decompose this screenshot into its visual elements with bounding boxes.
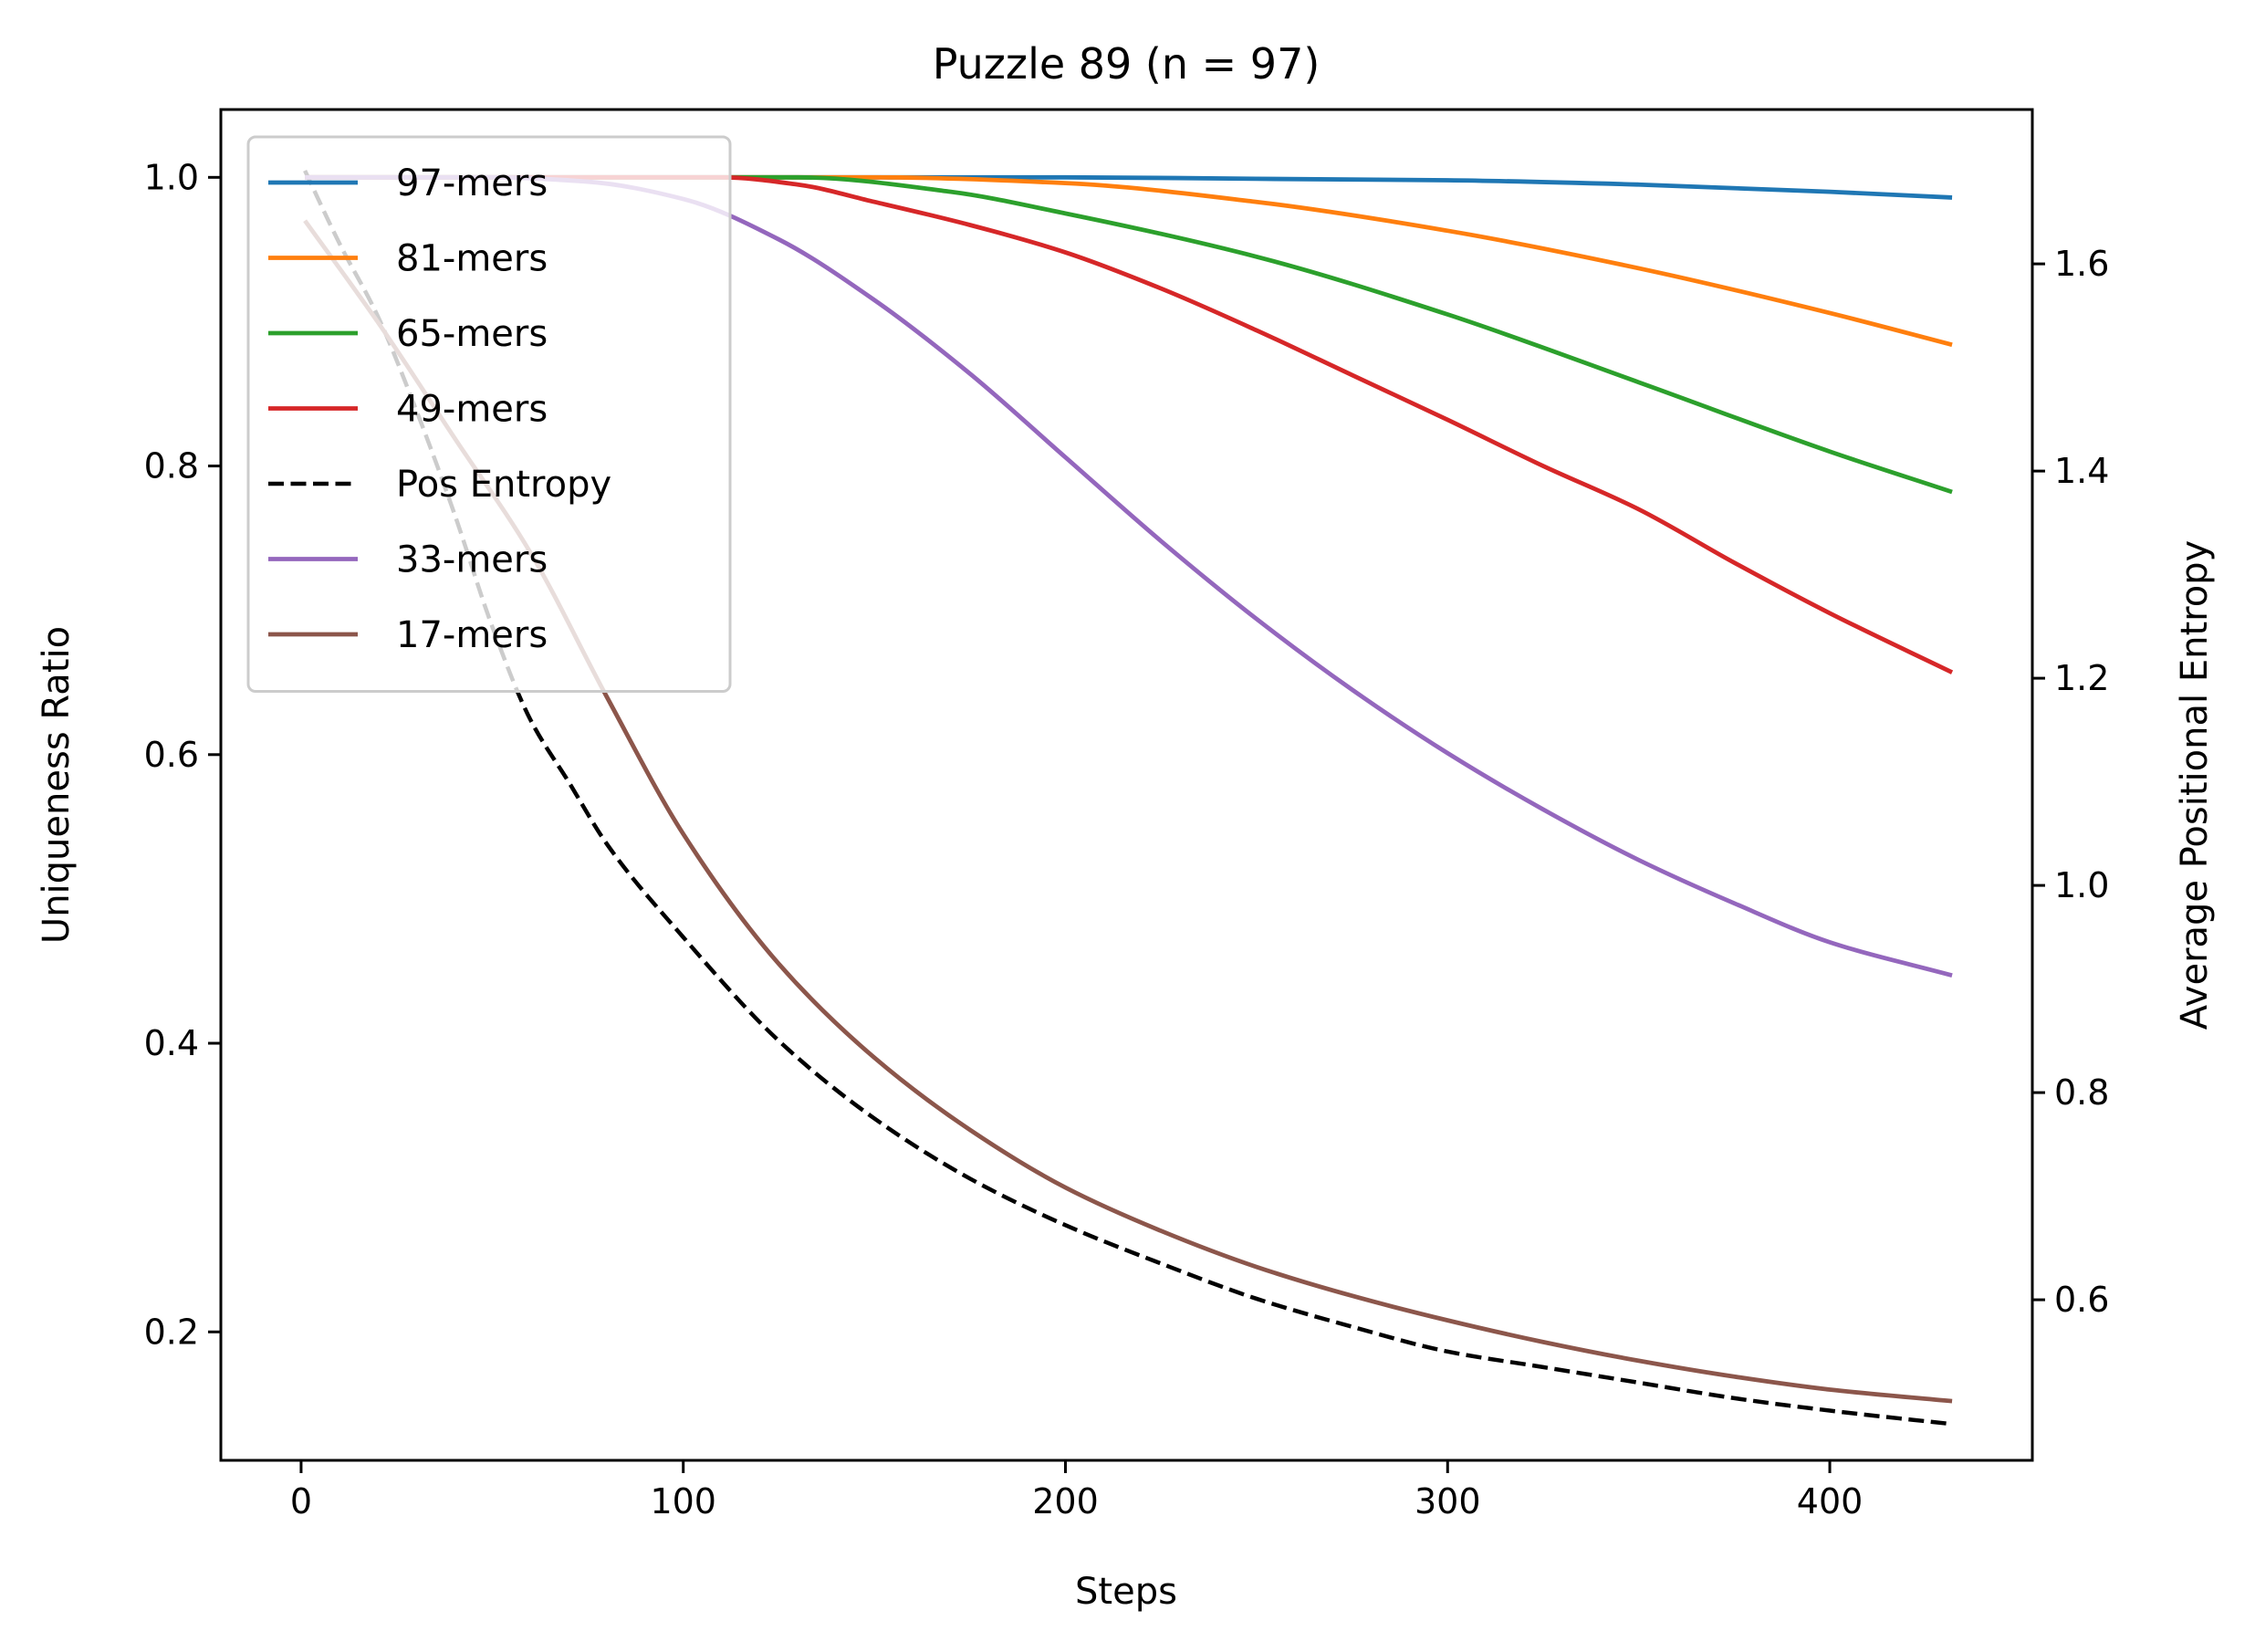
- legend-label-17-mers: 17-mers: [396, 614, 548, 656]
- plot-frame: [219, 108, 2034, 1462]
- x-tick-label: 0: [290, 1481, 312, 1521]
- y-tick-label: 1.0: [144, 157, 199, 197]
- y-tick-label: 0.2: [144, 1312, 199, 1352]
- axes: 0 100 200 300 400 0.2 0.4 0.6 0.8 1.0 0.6 0.8 1.0 1.2…: [144, 157, 2110, 1521]
- chart-title: Puzzle 89 (n = 97): [933, 39, 1321, 89]
- legend-label-81-mers: 81-mers: [396, 238, 548, 280]
- legend-label-97-mers: 97-mers: [396, 162, 548, 204]
- y2-tick-label: 0.6: [2054, 1280, 2109, 1320]
- series-line-49-mers: [305, 174, 1954, 674]
- y2-axis-label: Average Positional Entropy: [2174, 540, 2216, 1030]
- y-tick-label: 0.6: [144, 735, 199, 775]
- y2-tick-label: 1.4: [2054, 451, 2109, 491]
- x-tick-label: 200: [1032, 1481, 1099, 1521]
- y2-tick-label: 1.6: [2054, 244, 2109, 284]
- x-tick-label: 100: [650, 1481, 716, 1521]
- y-tick-label: 0.8: [144, 446, 199, 486]
- legend-label-pos-entropy: Pos Entropy: [396, 464, 611, 506]
- x-axis-label: Steps: [1075, 1571, 1177, 1613]
- legend-box: [246, 135, 732, 693]
- y2-tick-label: 1.2: [2054, 658, 2109, 698]
- y2-tick-label: 0.8: [2054, 1072, 2109, 1113]
- x-tick-label: 300: [1415, 1481, 1481, 1521]
- legend-label-49-mers: 49-mers: [396, 389, 548, 431]
- legend: 97-mers 81-mers 65-mers 49-mers Pos Entropy 3…: [246, 135, 732, 693]
- legend-label-33-mers: 33-mers: [396, 539, 548, 581]
- y2-tick-label: 1.0: [2054, 865, 2109, 905]
- legend-label-65-mers: 65-mers: [396, 313, 548, 355]
- x-tick-label: 400: [1797, 1481, 1864, 1521]
- y-tick-label: 0.4: [144, 1023, 199, 1063]
- y-axis-label: Uniqueness Ratio: [36, 626, 78, 944]
